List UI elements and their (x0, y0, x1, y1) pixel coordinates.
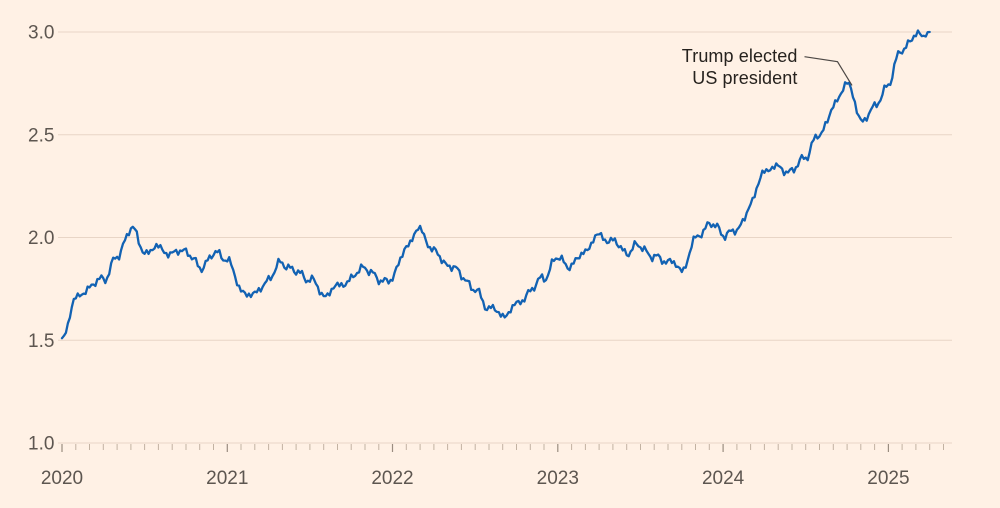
annotation-line-2: US president (692, 67, 798, 88)
svg-text:2023: 2023 (537, 468, 579, 489)
svg-text:1.5: 1.5 (28, 331, 54, 352)
svg-text:2025: 2025 (867, 468, 909, 489)
svg-text:2020: 2020 (41, 468, 83, 489)
annotation-line-1: Trump elected (681, 45, 798, 66)
y-axis-labels: 3.0 2.5 2.0 1.5 1.0 (28, 23, 54, 455)
svg-text:2.5: 2.5 (28, 125, 54, 146)
svg-text:2024: 2024 (702, 468, 745, 489)
svg-text:3.0: 3.0 (28, 23, 54, 44)
x-axis-labels: 2020 2021 2022 2023 2024 2025 (41, 468, 910, 489)
annotation-connector-line (804, 56, 853, 86)
price-line (60, 29, 931, 340)
x-axis-ticks (61, 444, 944, 452)
svg-text:2021: 2021 (206, 468, 248, 489)
svg-text:2022: 2022 (371, 468, 413, 489)
annotation-trump-elected: Trump elected US president (682, 45, 798, 89)
y-gridlines (58, 31, 952, 444)
svg-text:2.0: 2.0 (28, 228, 54, 249)
svg-text:1.0: 1.0 (28, 434, 54, 455)
